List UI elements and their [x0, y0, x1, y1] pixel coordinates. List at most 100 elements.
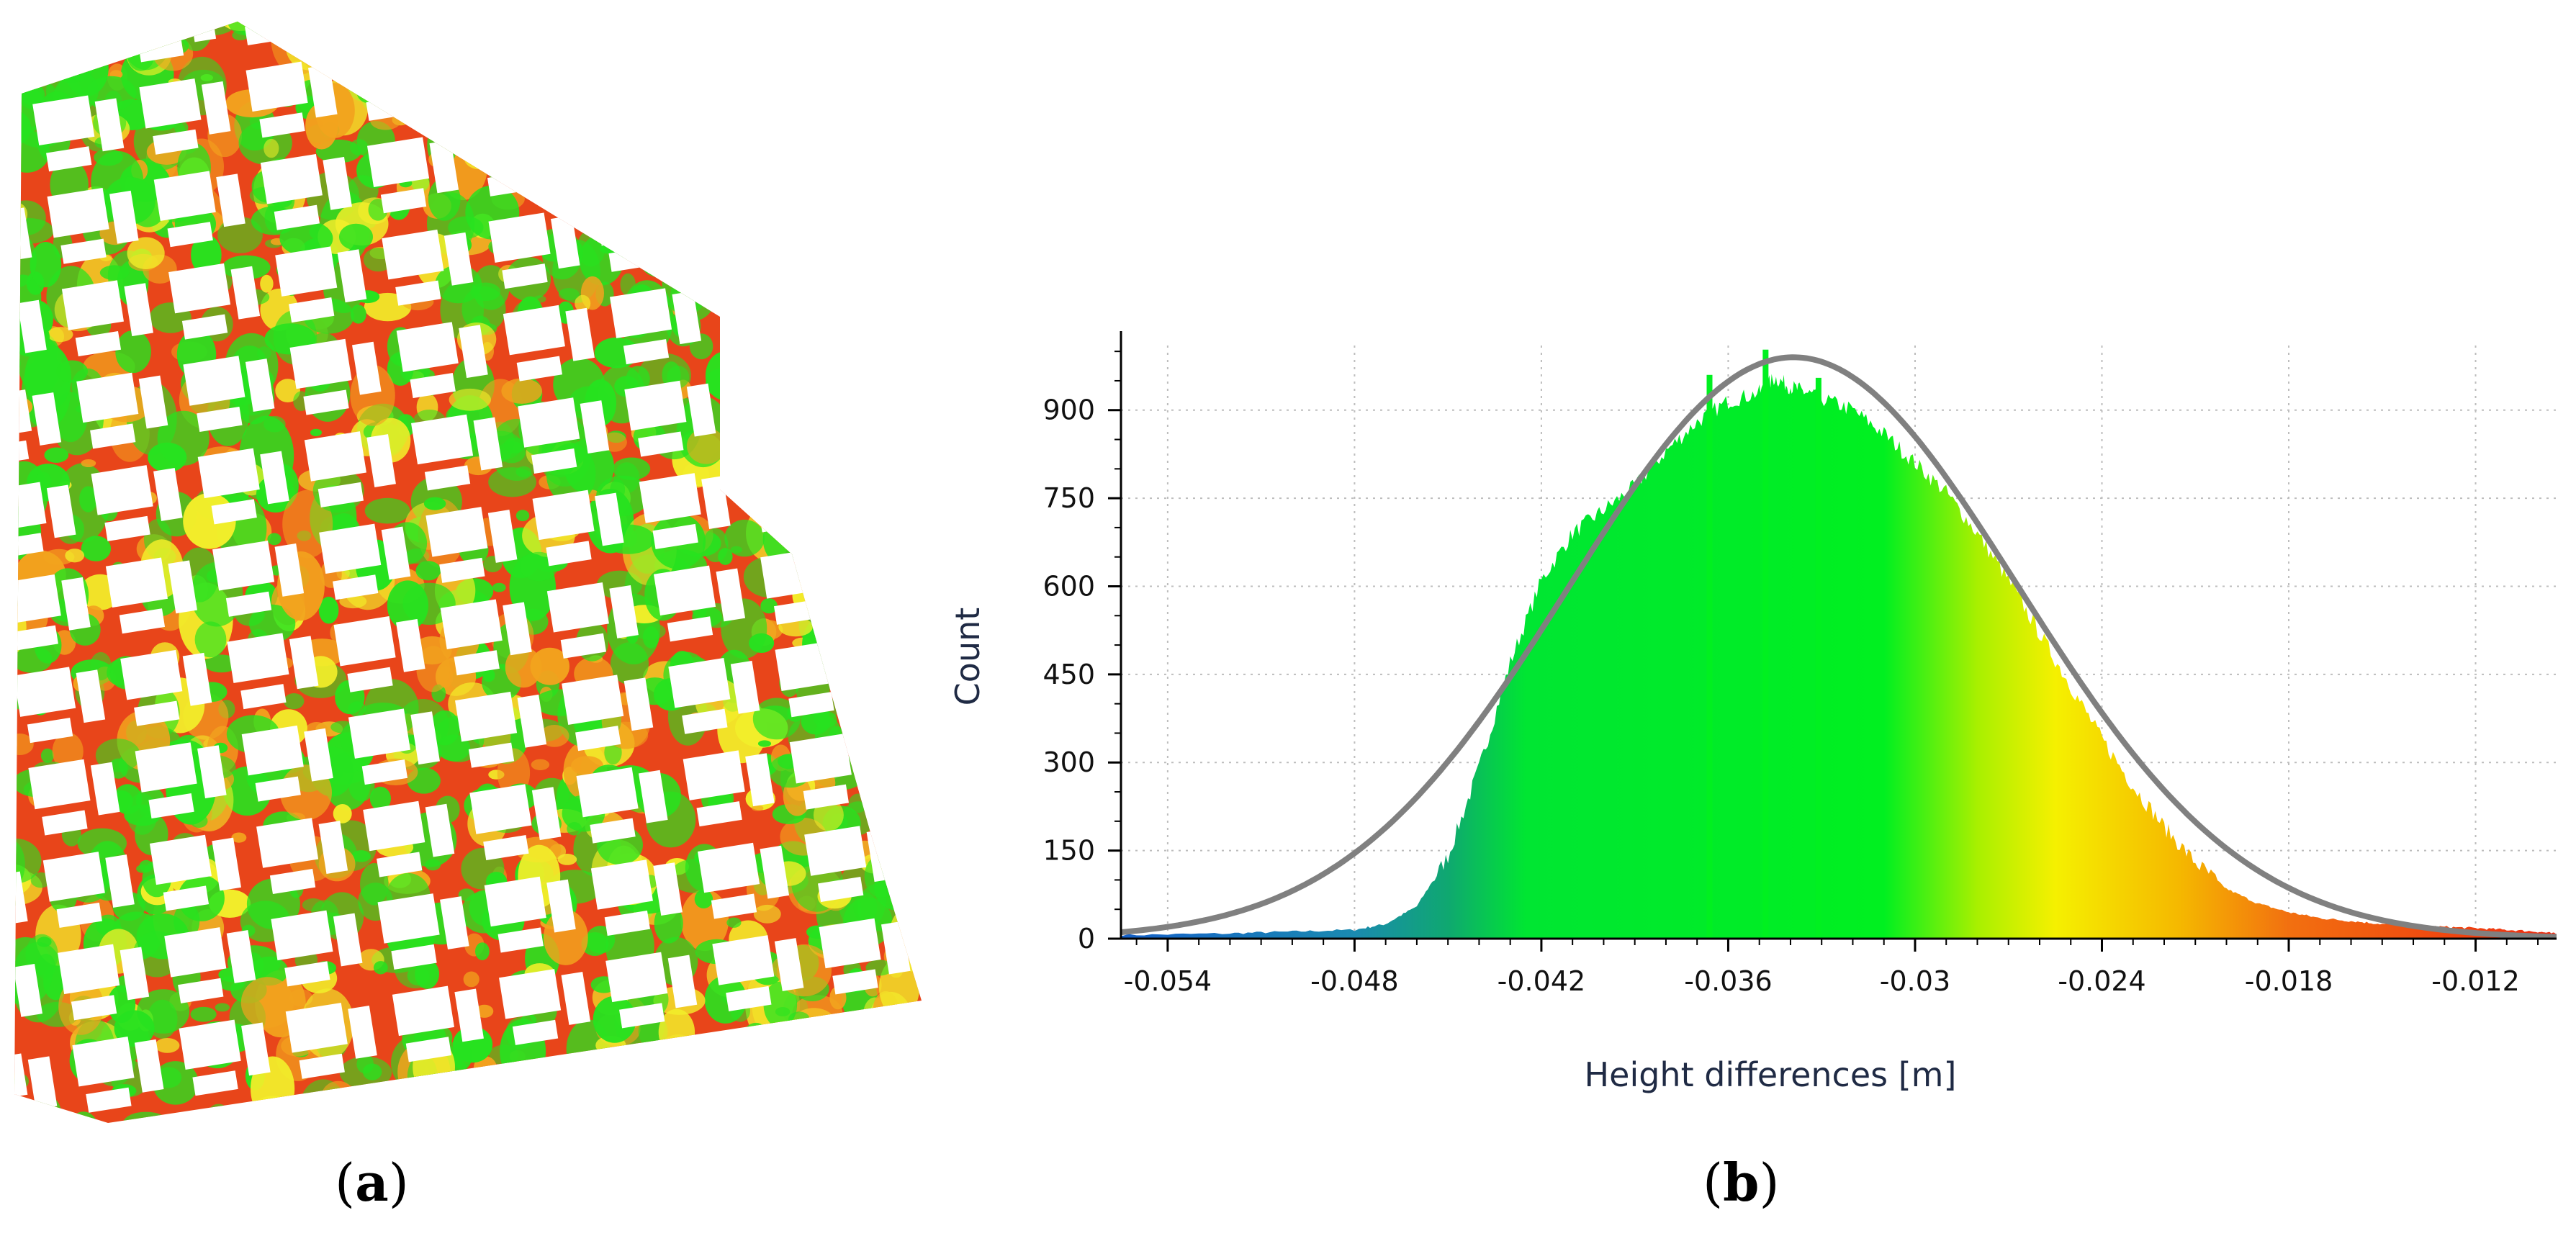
point-cluster — [83, 0, 117, 11]
point-cluster — [158, 1119, 190, 1123]
point-cluster — [911, 197, 922, 235]
point-cluster — [798, 92, 832, 132]
y-tick-label: 0 — [1078, 923, 1095, 955]
point-cluster — [539, 181, 552, 191]
x-axis-ticks: -0.054 -0.048 -0.042 -0.036 -0.03 -0.024 -0.01… — [1124, 939, 2539, 997]
histogram-bars — [1121, 374, 2557, 939]
point-cluster — [607, 61, 656, 98]
point-cluster — [260, 4, 274, 19]
point-cluster — [875, 717, 922, 747]
point-cluster — [726, 253, 761, 277]
point-cluster — [23, 27, 69, 58]
point-cluster — [655, 255, 679, 275]
point-cluster — [615, 22, 656, 28]
point-cluster — [604, 1065, 623, 1093]
point-cluster — [837, 275, 889, 342]
point-cluster — [871, 136, 893, 148]
point-cluster — [623, 140, 667, 163]
point-cluster — [14, 95, 20, 134]
x-tick-label: -0.036 — [1684, 965, 1773, 997]
point-cluster — [117, 27, 130, 43]
point-cluster — [869, 1105, 886, 1123]
histogram-chart: -0.054 -0.048 -0.042 -0.036 -0.03 -0.024 -0.01… — [948, 331, 2557, 1094]
point-cluster — [779, 166, 795, 182]
point-cluster — [852, 550, 864, 564]
point-cluster — [107, 1121, 158, 1123]
point-cluster — [901, 181, 922, 222]
point-cluster — [513, 86, 530, 107]
point-cluster — [120, 22, 152, 38]
point-cluster — [911, 152, 922, 208]
point-cluster — [624, 25, 658, 71]
point-cluster — [616, 156, 662, 204]
point-cluster — [615, 79, 642, 102]
point-cluster — [107, 22, 121, 37]
point-cluster — [277, 22, 317, 37]
point-cluster — [731, 293, 786, 342]
point-cluster — [853, 22, 887, 32]
point-cluster — [39, 30, 87, 74]
point-cluster — [776, 500, 801, 528]
point-cluster — [783, 507, 809, 538]
point-cluster — [639, 1058, 661, 1072]
point-cluster — [472, 63, 503, 86]
point-cluster — [433, 9, 446, 22]
point-cluster — [797, 480, 830, 506]
point-cluster — [794, 58, 821, 73]
point-cluster — [775, 357, 811, 394]
point-cluster — [722, 346, 762, 382]
point-cluster — [844, 570, 894, 643]
map-terrain — [0, 0, 922, 1123]
y-tick-label: 900 — [1042, 394, 1095, 426]
point-cluster — [663, 234, 702, 261]
point-cluster — [773, 258, 785, 268]
point-cluster — [774, 1036, 814, 1078]
point-cluster — [847, 1021, 897, 1047]
point-cluster — [895, 173, 918, 202]
point-cluster — [497, 109, 512, 122]
point-cluster — [611, 1081, 631, 1106]
point-cluster — [366, 71, 395, 97]
point-cluster — [816, 400, 842, 420]
point-cluster — [495, 107, 533, 129]
point-cluster — [816, 104, 852, 148]
point-cluster — [755, 89, 793, 128]
point-cluster — [739, 1083, 788, 1123]
point-cluster — [888, 230, 922, 281]
point-cluster — [867, 672, 919, 721]
point-cluster — [612, 55, 650, 89]
point-cluster — [783, 297, 836, 359]
point-cluster — [749, 294, 770, 318]
point-cluster — [683, 109, 713, 134]
point-cluster — [612, 113, 658, 168]
point-cluster — [800, 227, 840, 267]
point-cluster — [889, 435, 912, 452]
point-cluster — [843, 551, 884, 608]
point-cluster — [578, 84, 624, 141]
point-cluster — [700, 1098, 736, 1122]
point-cluster — [828, 576, 843, 596]
point-cluster — [594, 66, 649, 120]
point-cluster — [882, 644, 922, 702]
point-cluster — [589, 22, 638, 50]
point-cluster — [808, 487, 834, 525]
point-cluster — [743, 1034, 769, 1064]
histogram-panel: -0.054 -0.048 -0.042 -0.036 -0.03 -0.024 -0.01… — [922, 302, 2576, 1152]
point-cluster — [789, 168, 807, 179]
point-cluster — [14, 73, 28, 89]
point-cluster — [528, 1072, 551, 1095]
point-cluster — [797, 488, 827, 521]
point-cluster — [899, 732, 917, 757]
point-cluster — [425, 74, 438, 91]
point-cluster — [856, 94, 874, 112]
point-cluster — [590, 24, 639, 95]
point-cluster — [917, 276, 922, 291]
point-cluster — [0, 882, 6, 888]
point-cluster — [361, 22, 412, 38]
point-cluster — [881, 333, 912, 351]
point-cluster — [249, 1114, 262, 1123]
point-cluster — [861, 22, 912, 25]
point-cluster — [327, 41, 345, 52]
point-cluster — [716, 186, 736, 202]
point-cluster — [218, 1109, 260, 1123]
